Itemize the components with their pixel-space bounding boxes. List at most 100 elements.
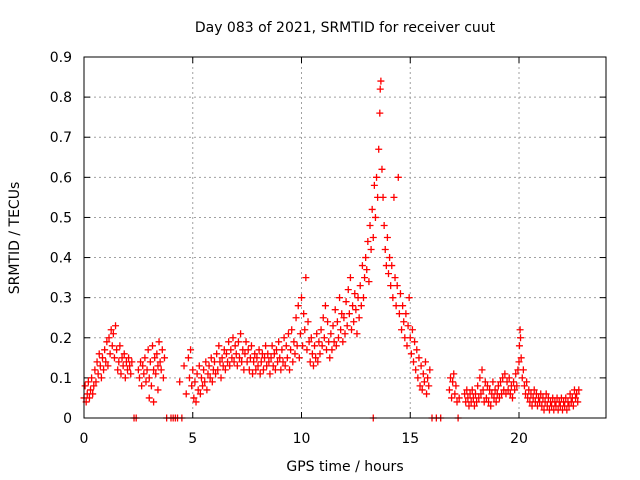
data-point (262, 342, 270, 350)
data-point (492, 398, 500, 406)
data-point (418, 386, 426, 394)
data-point (295, 354, 303, 362)
data-series (80, 77, 583, 422)
data-point (405, 294, 413, 302)
data-point (363, 266, 371, 274)
data-point (311, 342, 319, 350)
data-point (187, 346, 195, 354)
data-point (142, 378, 150, 386)
data-point (350, 318, 358, 326)
data-point (257, 358, 265, 366)
data-point (275, 338, 283, 346)
data-point (313, 330, 321, 338)
data-point (400, 318, 408, 326)
data-point (241, 350, 249, 358)
data-point (182, 390, 190, 398)
x-tick-label: 10 (293, 431, 311, 447)
data-point (203, 386, 211, 394)
data-point (566, 390, 574, 398)
data-point (194, 386, 202, 394)
data-point (281, 362, 289, 370)
data-point (149, 342, 157, 350)
data-point (426, 366, 434, 374)
data-point (254, 362, 262, 370)
data-point (377, 77, 385, 85)
data-point (575, 386, 583, 394)
data-point (280, 334, 288, 342)
data-point (398, 326, 406, 334)
data-point (517, 334, 525, 342)
data-point (301, 326, 309, 334)
data-point (201, 378, 209, 386)
y-tick-label: 0.2 (50, 331, 72, 347)
data-point (176, 378, 184, 386)
data-point (318, 342, 326, 350)
data-point (516, 326, 524, 334)
data-point (89, 390, 97, 398)
data-point (517, 354, 525, 362)
data-point (141, 354, 149, 362)
data-point (503, 378, 511, 386)
data-point (304, 318, 312, 326)
data-point (421, 358, 429, 366)
data-point (331, 306, 339, 314)
data-point (353, 330, 361, 338)
data-point (103, 338, 111, 346)
data-point (308, 350, 316, 358)
data-point (157, 366, 165, 374)
data-point (93, 358, 101, 366)
data-point (572, 394, 580, 402)
data-point (114, 366, 122, 374)
data-point (229, 334, 237, 342)
y-tick-label: 0.8 (50, 90, 72, 106)
data-point (403, 342, 411, 350)
data-point (499, 374, 507, 382)
data-point (191, 378, 199, 386)
data-point (250, 358, 258, 366)
data-point (206, 374, 214, 382)
data-point (349, 302, 357, 310)
data-point (85, 394, 93, 402)
data-point (523, 378, 531, 386)
data-point (128, 358, 136, 366)
data-point (155, 338, 163, 346)
data-point (367, 246, 375, 254)
data-point (188, 382, 196, 390)
data-point (415, 354, 423, 362)
data-point (134, 366, 142, 374)
data-point (265, 358, 273, 366)
x-tick-label: 20 (510, 431, 528, 447)
data-point (470, 402, 478, 410)
data-point (302, 274, 310, 282)
data-point (251, 350, 259, 358)
data-point (348, 326, 356, 334)
data-point (448, 394, 456, 402)
data-point (334, 334, 342, 342)
data-point (284, 330, 292, 338)
data-point (482, 394, 490, 402)
data-point (519, 366, 527, 374)
data-point (417, 362, 425, 370)
data-point (217, 374, 225, 382)
data-point (288, 326, 296, 334)
data-point (399, 302, 407, 310)
data-point (393, 282, 401, 290)
data-point (127, 370, 135, 378)
data-point (95, 350, 103, 358)
data-point (513, 382, 521, 390)
data-point (212, 370, 220, 378)
data-point (574, 398, 582, 406)
data-point (253, 354, 261, 362)
data-point (286, 366, 294, 374)
data-point (396, 290, 404, 298)
data-point (138, 382, 146, 390)
data-point (356, 282, 364, 290)
data-point (305, 338, 313, 346)
data-point (266, 370, 274, 378)
data-point (378, 165, 386, 173)
data-point (473, 398, 481, 406)
data-point (371, 213, 379, 221)
data-point (208, 378, 216, 386)
data-point (364, 238, 372, 246)
